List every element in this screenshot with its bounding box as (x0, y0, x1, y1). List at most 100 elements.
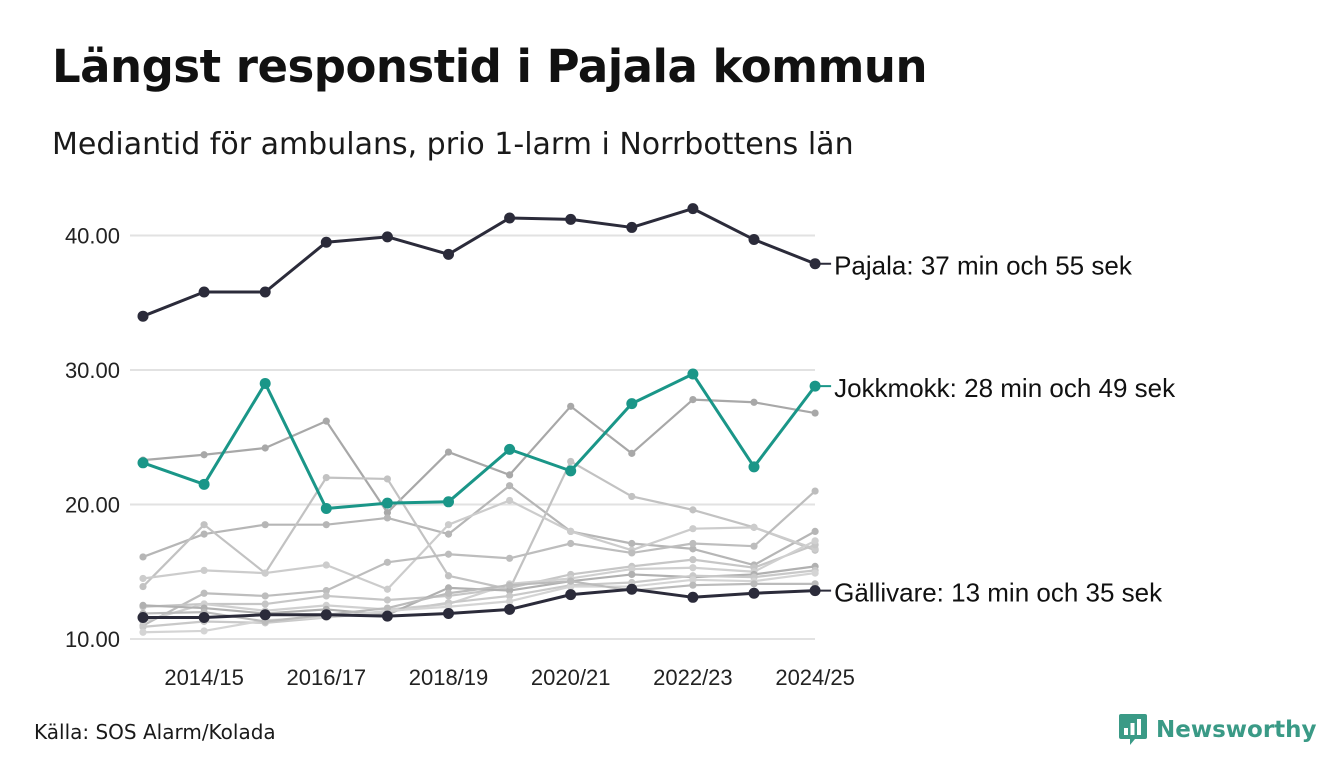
other-municipality-point (506, 592, 514, 600)
x-tick-label: 2020/21 (531, 665, 611, 690)
pajala-point (443, 248, 454, 260)
jokkmokk-point (443, 496, 454, 508)
source-note: Källa: SOS Alarm/Kolada (34, 720, 276, 744)
x-tick-label: 2014/15 (164, 665, 244, 690)
other-municipality-point (750, 523, 758, 531)
other-municipality-point (689, 576, 697, 584)
other-municipality-point (689, 556, 697, 564)
jokkmokk-point (259, 377, 271, 389)
jokkmokk-end-label: Jokkmokk: 28 min och 49 sek (834, 373, 1176, 403)
other-municipality-point (261, 444, 269, 452)
other-municipality-line (142, 490, 816, 627)
other-municipality-point (139, 582, 147, 591)
other-municipality-series (139, 577, 819, 626)
other-municipality-point (444, 584, 453, 592)
other-municipality-point (567, 457, 575, 466)
other-municipality-point (567, 577, 575, 585)
other-municipality-point (444, 448, 453, 456)
gallivare-end-label: Gällivare: 13 min och 35 sek (834, 578, 1163, 608)
other-municipality-point (383, 596, 391, 604)
other-municipality-point (689, 395, 697, 404)
chart-subtitle: Mediantid för ambulans, prio 1-larm i No… (52, 127, 854, 162)
other-municipality-point (261, 521, 269, 529)
other-municipality-point (322, 417, 330, 425)
y-tick-label: 10.00 (65, 627, 120, 652)
other-municipality-point (811, 487, 819, 495)
brand-logo: Newsworthy (1118, 713, 1317, 747)
other-municipality-point (689, 545, 697, 553)
other-municipality-point (750, 398, 758, 406)
y-tick-label: 40.00 (65, 224, 120, 249)
other-municipality-series (139, 566, 819, 631)
other-municipality-point (139, 601, 147, 609)
gallivare-point (565, 589, 577, 601)
other-municipality-point (261, 592, 269, 600)
other-municipality-point (567, 402, 575, 410)
gallivare-series (137, 583, 821, 623)
other-municipality-point (506, 597, 514, 605)
other-municipality-point (811, 569, 819, 577)
gallivare-point (137, 611, 149, 623)
other-municipality-line (142, 398, 816, 514)
other-municipality-series (139, 569, 819, 636)
other-municipality-point (383, 508, 391, 517)
other-municipality-point (139, 628, 147, 636)
gridlines (130, 234, 815, 640)
other-municipality-point (200, 566, 208, 575)
other-municipality-point (383, 585, 391, 593)
other-municipality-point (383, 604, 391, 612)
other-municipalities-series (139, 395, 819, 636)
pajala-point (198, 286, 210, 298)
other-municipality-point (444, 530, 453, 538)
other-municipality-point (444, 572, 453, 580)
other-municipality-point (200, 589, 208, 597)
other-municipality-point (689, 564, 697, 572)
other-municipality-point (139, 623, 147, 631)
other-municipality-point (506, 581, 514, 589)
other-municipality-point (200, 627, 208, 635)
other-municipality-point (444, 550, 453, 558)
chart-title: Längst responstid i Pajala kommun (52, 40, 927, 93)
other-municipality-line (142, 543, 816, 608)
pajala-line (142, 207, 816, 318)
other-municipality-point (750, 580, 758, 588)
series-end-labels: Pajala: 37 min och 55 sek Jokkmokk: 28 mi… (815, 251, 1176, 608)
other-municipality-point (567, 539, 575, 548)
other-municipality-point (322, 592, 330, 600)
other-municipality-point (811, 537, 819, 545)
other-municipality-point (261, 600, 269, 608)
other-municipality-series (139, 395, 819, 517)
other-municipality-point (628, 539, 636, 548)
other-municipality-point (567, 527, 575, 536)
jokkmokk-point (381, 497, 393, 509)
other-municipality-point (628, 492, 636, 501)
other-municipality-point (811, 409, 819, 417)
newsworthy-logo-icon (1119, 714, 1147, 745)
other-municipality-point (628, 565, 636, 573)
x-tick-label: 2024/25 (775, 665, 855, 690)
other-municipality-point (506, 586, 514, 595)
x-tick-label: 2022/23 (653, 665, 733, 690)
other-municipality-point (322, 586, 330, 595)
jokkmokk-point (748, 461, 760, 473)
other-municipality-series (139, 496, 819, 593)
other-municipality-line (142, 484, 816, 567)
jokkmokk-point (626, 398, 638, 410)
y-tick-label: 30.00 (65, 358, 120, 383)
pajala-end-label: Pajala: 37 min och 55 sek (834, 251, 1133, 281)
other-municipality-line (142, 499, 816, 591)
other-municipality-point (811, 527, 819, 536)
other-municipality-point (506, 496, 514, 505)
other-municipality-point (750, 542, 758, 550)
other-municipality-point (506, 471, 514, 479)
other-municipality-point (139, 574, 147, 583)
other-municipality-point (322, 561, 330, 569)
other-municipality-point (383, 558, 391, 566)
other-municipality-point (628, 549, 636, 557)
other-municipality-point (689, 525, 697, 533)
y-tick-label: 20.00 (65, 493, 120, 518)
other-municipality-point (383, 514, 391, 522)
jokkmokk-point (320, 503, 332, 515)
other-municipality-point (689, 506, 697, 514)
pajala-point (259, 286, 271, 298)
